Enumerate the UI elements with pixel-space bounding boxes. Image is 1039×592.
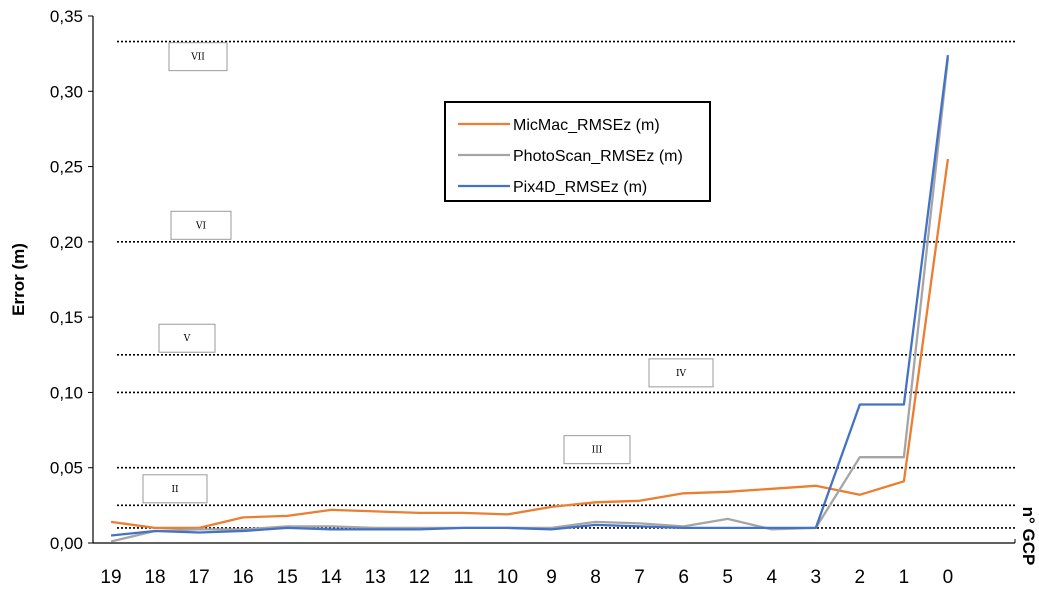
y-tick-label: 0,35 (50, 7, 83, 26)
zone-box (563, 435, 631, 465)
y-axis-label: Error (m) (9, 243, 28, 316)
zone-label: II (171, 485, 179, 495)
x-tick-label: 10 (497, 567, 518, 588)
legend: MicMac_RMSEz (m) PhotoScan_RMSEz (m) Pix4D… (444, 101, 711, 202)
zone-box (170, 210, 232, 240)
legend-label: MicMac_RMSEz (m) (513, 117, 660, 134)
x-tick-label: 6 (678, 567, 689, 588)
x-tick-label: 19 (100, 567, 121, 588)
x-tick-label: 7 (634, 567, 645, 588)
y-tick-label: 0,10 (50, 383, 83, 402)
y-tick-label: 0,00 (50, 534, 83, 553)
y-tick-label: 0,30 (50, 82, 83, 101)
x-tick-label: 2 (855, 567, 866, 588)
zone-box-vi: VI (170, 210, 232, 240)
zone-box (168, 42, 228, 72)
y-tick-label: 0,20 (50, 233, 83, 252)
zone-box-iv: IV (648, 358, 714, 388)
legend-item: Pix4D_RMSEz (m) (458, 179, 647, 196)
x-tick-label: 4 (766, 567, 777, 588)
zone-box-iii: III (563, 435, 631, 465)
x-tick-label: 15 (277, 567, 298, 588)
series-line-1 (110, 158, 950, 530)
x-tick-label: 0 (943, 567, 954, 588)
zone-box-vii: VII (168, 42, 228, 72)
zone-box-v: V (158, 323, 216, 353)
x-tick-label: 11 (454, 567, 474, 588)
y-tick-label: 0,15 (50, 308, 83, 327)
x-tick-label: 17 (189, 567, 210, 588)
x-tick-label: 1 (899, 567, 910, 588)
legend-item: MicMac_RMSEz (m) (458, 117, 660, 134)
zone-label: V (183, 334, 191, 344)
y-tick-label: 0,05 (50, 459, 83, 478)
x-tick-label: 9 (546, 567, 557, 588)
legend-item: PhotoScan_RMSEz (m) (458, 148, 683, 165)
x-tick-label: 8 (590, 567, 601, 588)
zone-label: VII (190, 53, 205, 63)
y-tick-label: 0,25 (50, 158, 83, 177)
x-tick-label: 5 (722, 567, 733, 588)
legend-label: PhotoScan_RMSEz (m) (513, 148, 683, 165)
zone-box (142, 474, 208, 504)
x-tick-label: 12 (409, 567, 430, 588)
reference-lines (117, 40, 1015, 529)
series-line-3 (110, 54, 950, 537)
legend-label: Pix4D_RMSEz (m) (513, 179, 647, 196)
zone-label: VI (195, 221, 206, 231)
x-tick-label: 14 (321, 567, 343, 588)
x-tick-label: 16 (233, 567, 254, 588)
zone-box-ii: II (142, 474, 208, 504)
x-axis-label: n° GCP (1019, 507, 1038, 566)
x-tick-label: 3 (811, 567, 822, 588)
legend-box (444, 101, 711, 202)
zone-label: III (592, 446, 603, 456)
x-tick-label: 13 (365, 567, 386, 588)
series-lines (110, 54, 950, 543)
zone-label: IV (676, 369, 687, 379)
x-tick-label: 18 (144, 567, 165, 588)
zone-box (648, 358, 714, 388)
zone-box (158, 323, 216, 353)
